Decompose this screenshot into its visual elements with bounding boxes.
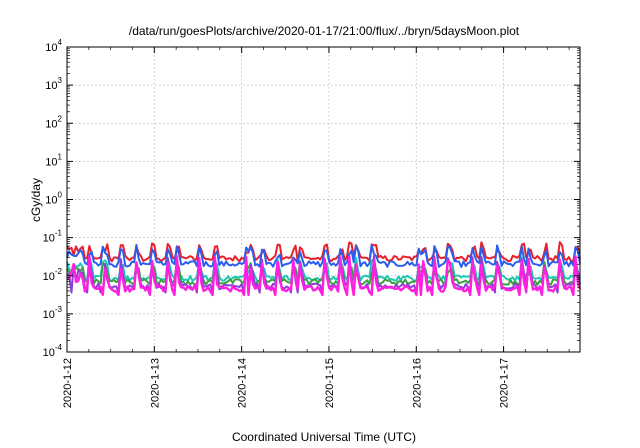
- x-tick-label: 2020-1-12: [62, 358, 74, 408]
- y-tick-label: 100: [45, 191, 62, 207]
- y-tick-exponent: -1: [55, 229, 63, 238]
- series-line-6: [66, 255, 582, 297]
- y-tick-base: 10: [43, 347, 55, 359]
- x-tick-label: 2020-1-15: [324, 358, 336, 408]
- x-tick-labels: 2020-1-12 2020-1-13 2020-1-14 2020-1-15 2020…: [62, 358, 511, 408]
- y-tick-base: 10: [45, 80, 57, 92]
- y-tick-label: 101: [45, 152, 62, 168]
- y-tick-label: 10-1: [43, 229, 63, 245]
- x-tick-label: 2020-1-16: [411, 358, 423, 408]
- x-axis-label: Coordinated Universal Time (UTC): [232, 430, 416, 444]
- grid-lines: [67, 47, 580, 352]
- y-tick-exponent: 2: [58, 114, 63, 123]
- y-tick-base: 10: [45, 195, 57, 207]
- y-tick-label: 102: [45, 114, 62, 130]
- y-tick-label: 10-4: [43, 343, 63, 359]
- tick-marks: [66, 46, 580, 353]
- y-tick-base: 10: [45, 42, 57, 54]
- series-line-2: [66, 243, 581, 268]
- y-tick-label: 103: [45, 76, 62, 92]
- x-tick-label: 2020-1-17: [499, 358, 511, 408]
- x-tick-label: 2020-1-13: [149, 358, 161, 408]
- x-tick-label: 2020-1-14: [237, 358, 249, 408]
- y-tick-exponent: 4: [58, 38, 63, 47]
- chart-title: /data/run/goesPlots/archive/2020-01-17/2…: [129, 24, 520, 38]
- y-tick-base: 10: [43, 271, 55, 283]
- y-tick-base: 10: [45, 156, 57, 168]
- y-tick-base: 10: [45, 118, 57, 130]
- y-tick-exponent: 1: [58, 152, 63, 161]
- y-axis-label: cGy/day: [29, 178, 43, 222]
- y-tick-exponent: -4: [55, 343, 63, 352]
- y-tick-label: 10-2: [43, 267, 63, 283]
- series-group: [66, 241, 582, 297]
- y-tick-base: 10: [43, 233, 55, 245]
- y-tick-label: 10-3: [43, 305, 63, 321]
- y-tick-exponent: -2: [55, 267, 63, 276]
- y-tick-exponent: 3: [58, 76, 63, 85]
- y-tick-exponent: -3: [55, 305, 63, 314]
- y-tick-base: 10: [43, 309, 55, 321]
- y-tick-label: 104: [45, 38, 62, 54]
- y-tick-exponent: 0: [58, 191, 63, 200]
